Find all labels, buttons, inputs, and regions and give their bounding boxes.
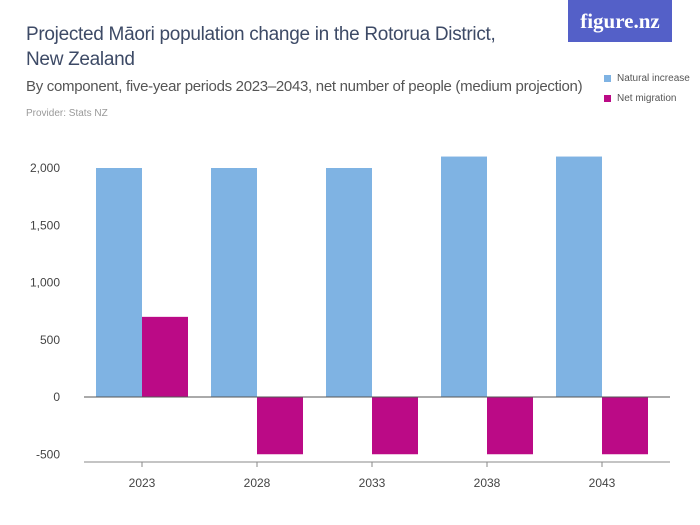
bar-natural-increase-2033[interactable] <box>326 168 372 397</box>
bar-net-migration-2038[interactable] <box>487 397 533 455</box>
y-tick-label: 1,500 <box>30 218 60 232</box>
y-tick-label: 1,000 <box>30 276 60 290</box>
x-tick-label: 2028 <box>244 476 271 490</box>
bar-natural-increase-2043[interactable] <box>556 156 602 397</box>
bar-natural-increase-2038[interactable] <box>441 156 487 397</box>
chart-subtitle: By component, five-year periods 2023–204… <box>26 78 583 95</box>
bar-natural-increase-2023[interactable] <box>96 168 142 397</box>
legend-swatch <box>604 74 611 82</box>
legend-item-natural-increase: Natural increase <box>604 68 690 88</box>
legend-label: Natural increase <box>617 72 690 84</box>
legend: Natural increase Net migration <box>604 68 690 108</box>
provider-label: Provider: Stats NZ <box>26 108 108 119</box>
legend-label: Net migration <box>617 92 677 104</box>
figure-nz-logo[interactable]: figure.nz <box>568 0 672 42</box>
legend-swatch <box>604 94 611 102</box>
x-tick-label: 2033 <box>359 476 386 490</box>
y-tick-label: 500 <box>40 333 60 347</box>
x-tick-label: 2038 <box>474 476 501 490</box>
y-tick-label: -500 <box>36 447 60 461</box>
bar-net-migration-2028[interactable] <box>257 397 303 455</box>
x-tick-label: 2023 <box>129 476 156 490</box>
chart-title: Projected Māori population change in the… <box>26 24 496 70</box>
bar-net-migration-2043[interactable] <box>602 397 648 455</box>
y-tick-label: 2,000 <box>30 161 60 175</box>
bar-net-migration-2023[interactable] <box>142 316 188 397</box>
y-tick-label: 0 <box>53 390 60 404</box>
bar-natural-increase-2028[interactable] <box>211 168 257 397</box>
legend-item-net-migration: Net migration <box>604 88 690 108</box>
bar-net-migration-2033[interactable] <box>372 397 418 455</box>
x-tick-label: 2043 <box>589 476 616 490</box>
